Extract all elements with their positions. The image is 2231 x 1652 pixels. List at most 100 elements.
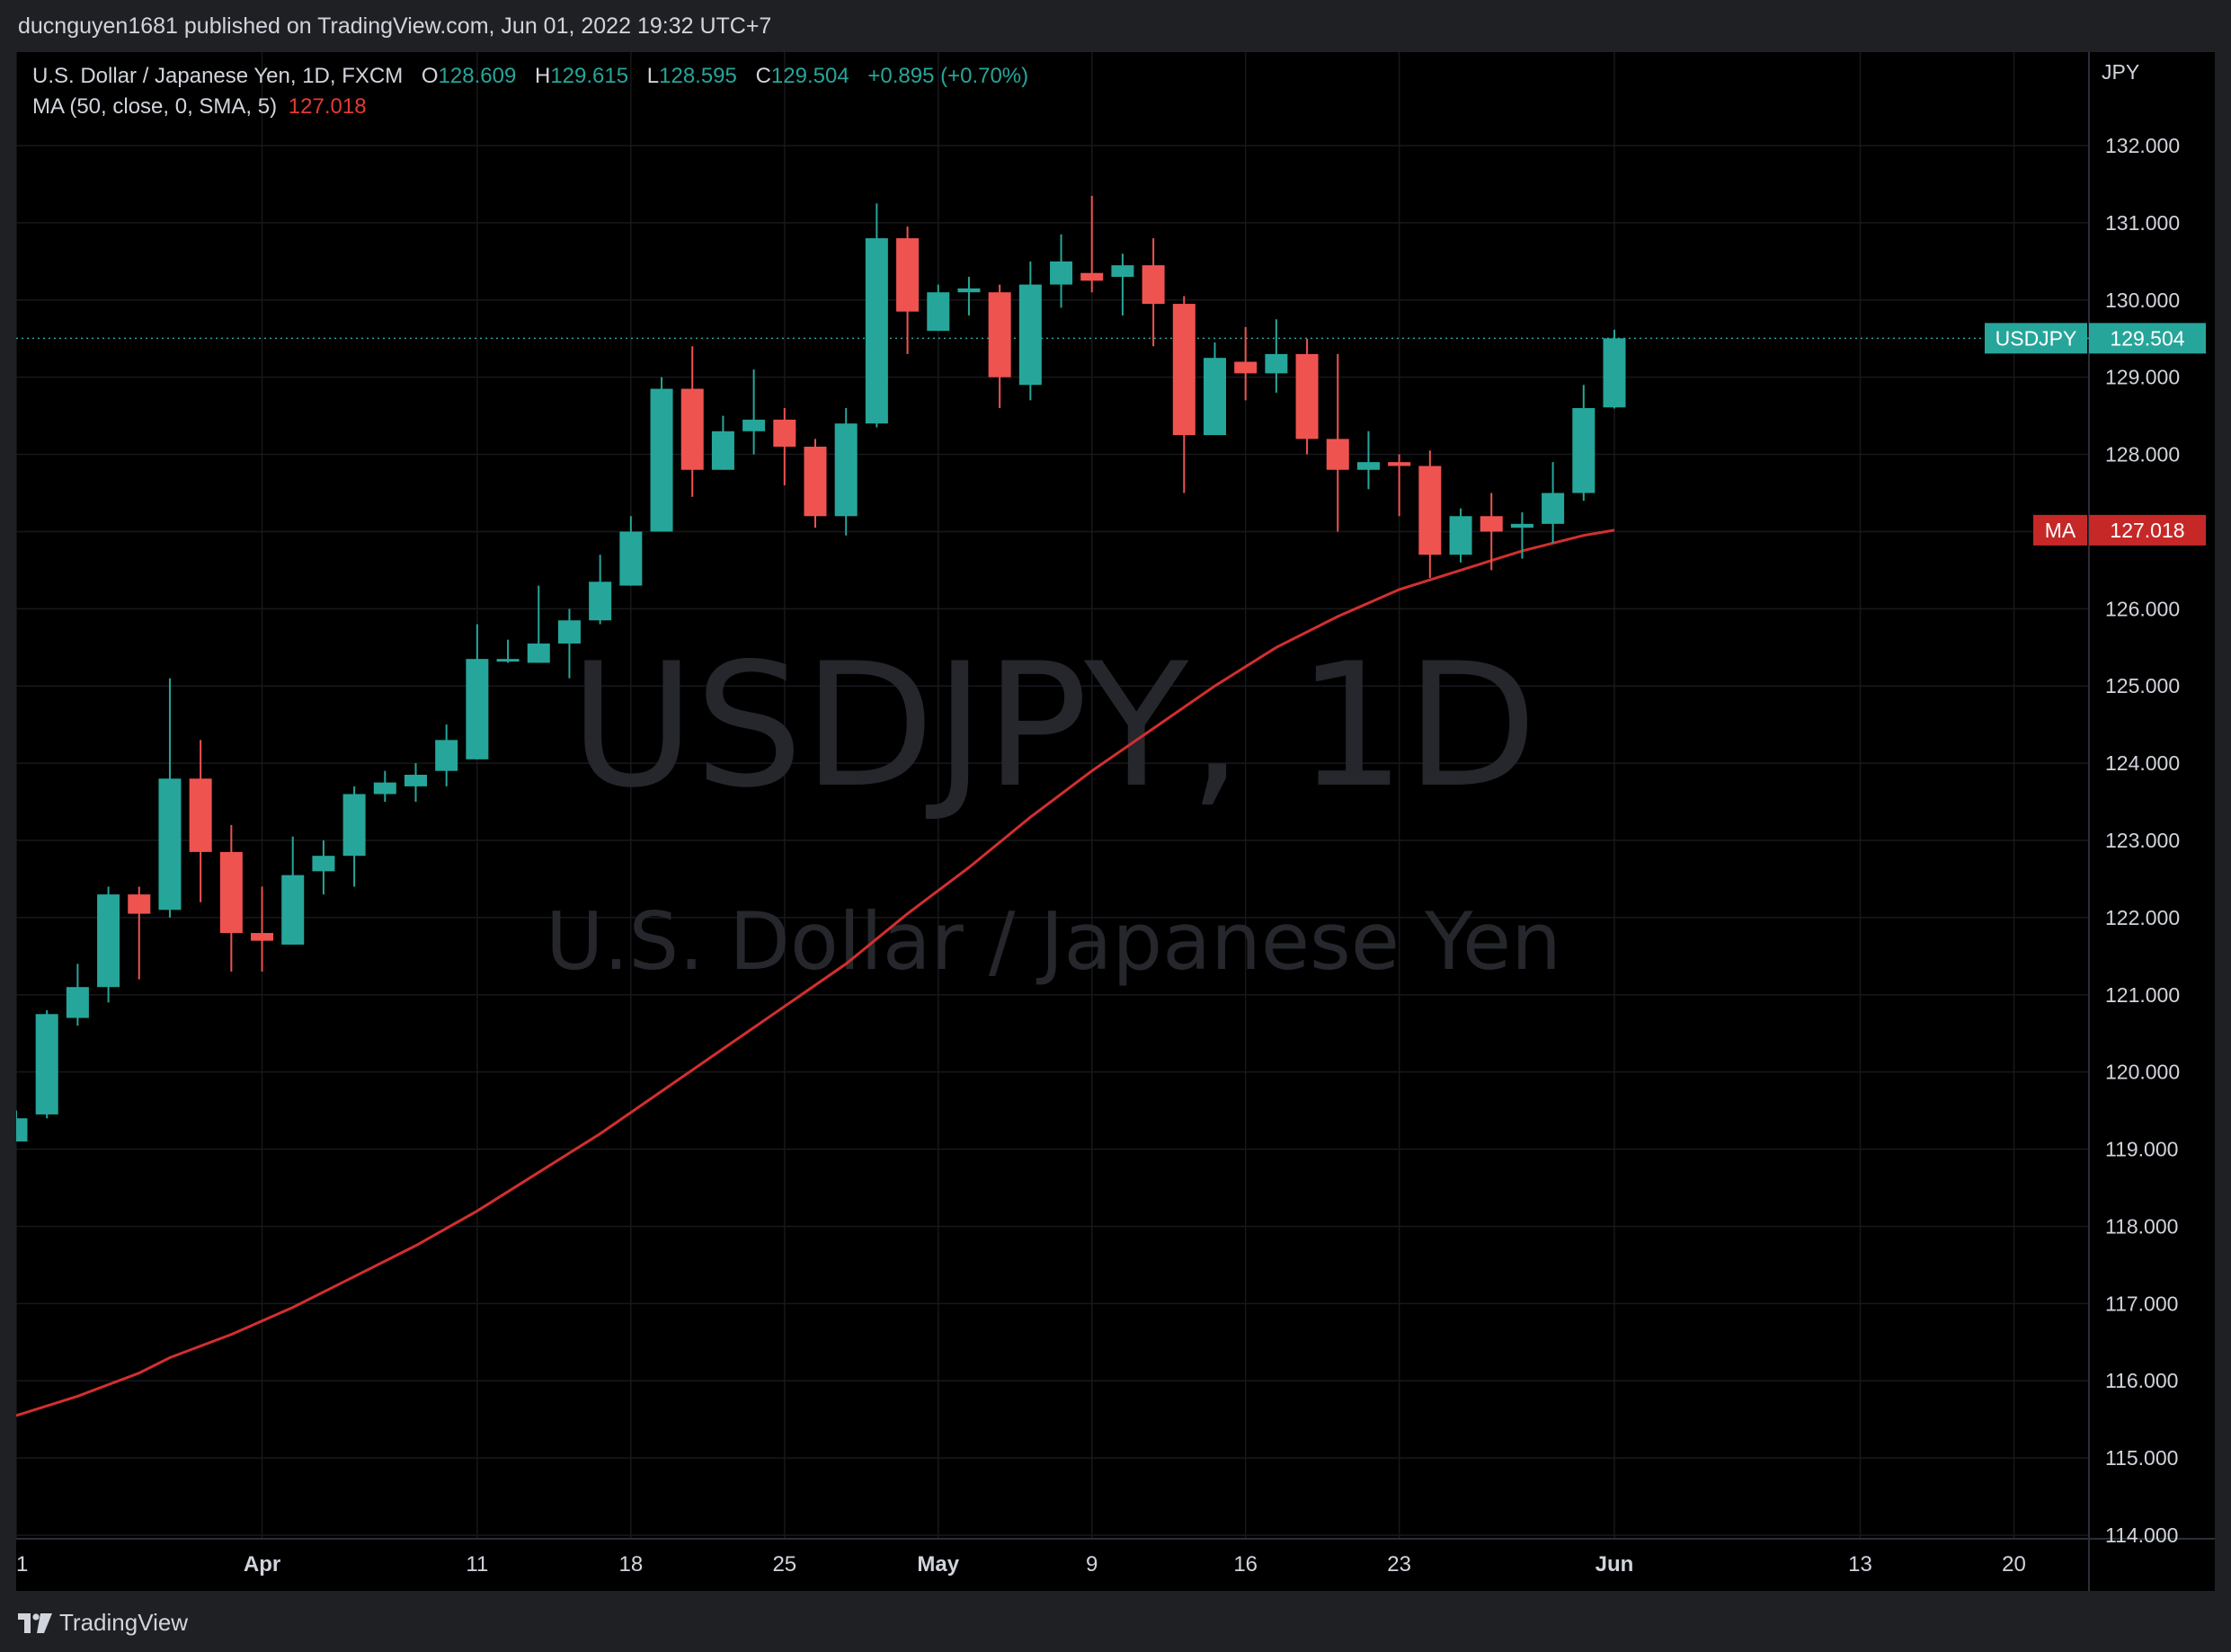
candle-body — [1204, 358, 1226, 436]
candle — [589, 555, 612, 625]
chart-legend: U.S. Dollar / Japanese Yen, 1D, FXCM O12… — [32, 61, 1028, 122]
time-tick-label: 11 — [466, 1552, 488, 1577]
close-label: C — [755, 64, 771, 88]
candle-body — [773, 419, 796, 447]
candle — [680, 346, 704, 497]
candle-body — [742, 419, 766, 431]
open-value: 128.609 — [438, 64, 517, 88]
low-label: L — [646, 64, 660, 88]
candle — [1603, 329, 1626, 409]
tradingview-logo-icon — [18, 1612, 52, 1633]
time-tick-label: Apr — [244, 1552, 280, 1577]
price-tick-label: 125.000 — [2105, 674, 2180, 697]
candle-body — [97, 894, 120, 988]
candle — [1111, 253, 1134, 315]
price-tick-label: 119.000 — [2105, 1138, 2178, 1161]
candle — [1418, 450, 1442, 578]
footer: TradingView — [0, 1591, 2231, 1652]
price-labels: USDJPY 129.504 MA 127.018 — [1985, 323, 2206, 546]
candle-body — [281, 875, 305, 945]
candle — [1204, 342, 1226, 436]
price-axis[interactable]: 132.000131.000130.000129.000128.000127.0… — [2105, 134, 2180, 1547]
candle-body — [35, 1014, 58, 1115]
candle-body — [1295, 353, 1319, 440]
last-price-tag: USDJPY 129.504 — [1985, 323, 2206, 354]
currency-label: JPY — [2102, 60, 2139, 84]
candle-body — [1449, 516, 1472, 555]
candle — [1080, 195, 1104, 293]
candle — [158, 678, 182, 918]
candle-body — [189, 778, 212, 852]
price-tick-label: 128.000 — [2105, 443, 2180, 466]
candle-body — [557, 620, 581, 644]
candle-body — [1572, 408, 1595, 493]
candle-body — [680, 388, 704, 470]
tradingview-logo[interactable]: TradingView — [18, 1609, 188, 1637]
candle — [35, 1009, 58, 1119]
candle — [1449, 508, 1472, 563]
candle-body — [1018, 284, 1042, 386]
last-price-tag-name-box — [1985, 323, 2087, 354]
candle-body — [527, 643, 550, 663]
candle — [435, 724, 458, 786]
candle-body — [589, 582, 612, 621]
candle-body — [219, 851, 243, 934]
symbol-description: U.S. Dollar / Japanese Yen, 1D, FXCM — [32, 64, 404, 88]
candle — [1234, 326, 1258, 401]
last-price-tag-value-box — [2089, 323, 2206, 354]
price-tick-label: 117.000 — [2105, 1292, 2178, 1315]
candle-body — [342, 794, 366, 857]
candle-body — [1326, 439, 1349, 470]
candle — [1326, 353, 1349, 532]
candle-body — [1418, 466, 1442, 555]
candle — [1142, 238, 1165, 347]
candle-body — [1080, 272, 1104, 281]
candle — [711, 415, 734, 470]
candle — [1356, 431, 1380, 490]
candle — [373, 770, 396, 803]
ma-price-tag: MA 127.018 — [2033, 514, 2206, 546]
candle-body — [1172, 304, 1195, 436]
candle-body — [1388, 462, 1411, 466]
candle-body — [1234, 361, 1258, 374]
candle-body — [896, 238, 920, 312]
price-tick-label: 131.000 — [2105, 211, 2180, 235]
ma-price-tag-value: 127.018 — [2110, 519, 2184, 542]
time-axis[interactable]: 1 Apr 11 18 25 May 9 16 23 Jun 13 20 — [16, 1552, 2026, 1577]
ma-price-tag-name-box — [2033, 514, 2087, 546]
ma-price-tag-value-box — [2089, 514, 2206, 546]
candle — [1388, 454, 1411, 517]
price-chart[interactable]: USDJPY, 1D U.S. Dollar / Japanese Yen 13… — [16, 52, 2215, 1591]
candle — [619, 516, 643, 586]
candle — [1018, 261, 1042, 401]
time-tick-label: 25 — [772, 1552, 796, 1577]
ma-price-tag-name: MA — [2045, 519, 2076, 542]
time-tick-label: 1 — [16, 1552, 28, 1577]
candle-body — [158, 778, 182, 910]
candle — [466, 624, 489, 759]
candle-body — [66, 987, 89, 1018]
time-tick-label: May — [917, 1552, 959, 1577]
candle-body — [251, 933, 274, 941]
candle-body — [128, 894, 151, 914]
time-tick-label: 23 — [1387, 1552, 1411, 1577]
candle — [97, 886, 120, 1003]
change-value: +0.895 (+0.70%) — [867, 64, 1029, 88]
candle-body — [1603, 338, 1626, 408]
chart-area[interactable]: USDJPY, 1D U.S. Dollar / Japanese Yen 13… — [16, 52, 2215, 1591]
price-tick-label: 118.000 — [2105, 1214, 2178, 1238]
candle — [988, 284, 1011, 409]
candle-body — [1265, 353, 1288, 374]
symbol-legend-row: U.S. Dollar / Japanese Yen, 1D, FXCM O12… — [32, 61, 1028, 92]
candle-body — [1356, 462, 1380, 470]
price-tick-label: 126.000 — [2105, 597, 2180, 620]
tradingview-brand: TradingView — [59, 1609, 189, 1636]
candle — [189, 740, 212, 902]
candle — [834, 408, 858, 536]
candle — [957, 277, 981, 315]
watermark: USDJPY, 1D U.S. Dollar / Japanese Yen — [546, 626, 1561, 988]
candle-body — [650, 388, 673, 532]
close-value: 129.504 — [770, 64, 849, 88]
candle — [1542, 462, 1565, 544]
time-tick-label: 18 — [618, 1552, 643, 1577]
